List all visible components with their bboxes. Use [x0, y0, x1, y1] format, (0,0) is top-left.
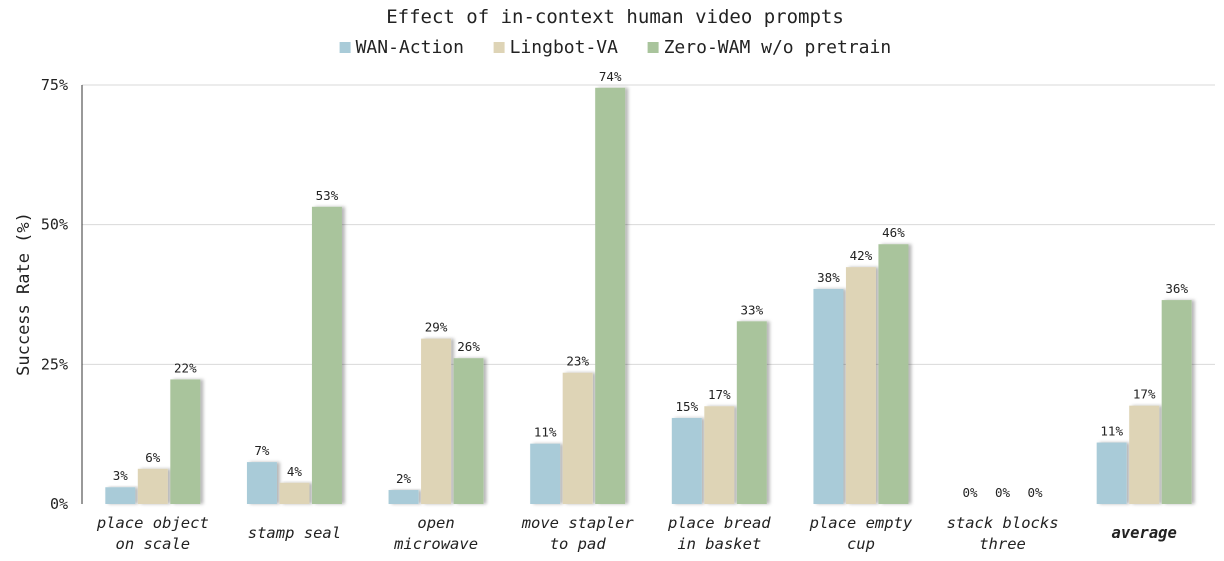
bar [279, 482, 310, 504]
data-label: 2% [396, 471, 412, 486]
data-label: 11% [1100, 424, 1123, 439]
bar [671, 417, 702, 504]
data-label: 22% [174, 360, 197, 375]
legend-item: WAN-Action [339, 37, 464, 58]
bar [530, 443, 561, 504]
bar [1096, 442, 1127, 504]
bar [736, 321, 767, 504]
data-label: 0% [995, 485, 1011, 500]
legend-label: Lingbot-VA [510, 37, 619, 58]
legend-label: WAN-Action [356, 37, 464, 58]
data-label: 33% [741, 302, 764, 317]
data-label: 11% [534, 425, 557, 440]
data-label: 26% [457, 339, 480, 354]
bar [595, 87, 626, 504]
legend-swatch [647, 42, 659, 53]
bar [453, 358, 484, 504]
bar [1129, 405, 1160, 504]
bar [878, 244, 909, 504]
category-label: place object on scale [96, 514, 209, 553]
legend-label: Zero-WAM w/o pretrain [664, 37, 892, 58]
bar [813, 288, 844, 504]
category-label: stack blocks three [947, 514, 1059, 553]
bar [311, 206, 342, 504]
data-label: 42% [850, 248, 873, 263]
legend-swatch [493, 42, 505, 53]
category-label: stamp seal [248, 524, 341, 542]
legend-item: Zero-WAM w/o pretrain [647, 37, 892, 58]
data-labels: 3% 6% 22% 7% 4% 53% 2% 29% 26% 11% 23% 74% 15% 17% 33%… [113, 69, 1189, 500]
data-label: 3% [113, 468, 129, 483]
data-label: 46% [882, 225, 905, 240]
bar [421, 338, 452, 504]
data-label: 29% [425, 320, 448, 335]
data-label: 17% [1133, 387, 1156, 402]
legend: WAN-Action Lingbot-VA Zero-WAM w/o pretrai… [339, 37, 892, 58]
bar [845, 267, 876, 504]
data-label: 36% [1165, 281, 1188, 296]
data-label: 4% [287, 464, 303, 479]
y-tick-label: 75% [41, 76, 68, 94]
category-label: average [1112, 524, 1177, 542]
data-label: 17% [708, 387, 731, 402]
bar [562, 372, 593, 504]
y-axis-label: Success Rate (%) [14, 212, 34, 376]
y-axis-ticks: 0% 25% 50% 75% [41, 76, 68, 513]
bar [1161, 300, 1192, 504]
category-label: place empty cup [809, 514, 913, 553]
data-label: 7% [254, 443, 270, 458]
gridlines [82, 84, 1215, 365]
category-label: open microwave [393, 514, 478, 553]
data-label: 23% [566, 354, 589, 369]
data-label: 6% [145, 450, 161, 465]
y-tick-label: 0% [50, 495, 68, 513]
data-label: 0% [1028, 485, 1044, 500]
y-tick-label: 25% [41, 355, 68, 373]
data-label: 74% [599, 69, 622, 84]
bar [246, 462, 277, 504]
bar [388, 490, 419, 504]
bar [704, 406, 735, 504]
legend-item: Lingbot-VA [493, 37, 619, 58]
bar [170, 379, 201, 504]
data-label: 38% [817, 270, 840, 285]
bar [137, 468, 168, 504]
bars [105, 87, 1192, 504]
bar [105, 487, 136, 504]
legend-swatch [339, 42, 351, 53]
category-labels: place object on scale stamp seal open microw… [96, 514, 1177, 553]
data-label: 15% [676, 399, 699, 414]
chart-title: Effect of in-context human video prompts [386, 6, 844, 28]
category-label: place bread in basket [667, 514, 771, 553]
data-label: 53% [316, 188, 339, 203]
y-tick-label: 50% [41, 216, 68, 234]
category-label: move stapler to pad [521, 514, 635, 553]
data-label: 0% [963, 485, 979, 500]
